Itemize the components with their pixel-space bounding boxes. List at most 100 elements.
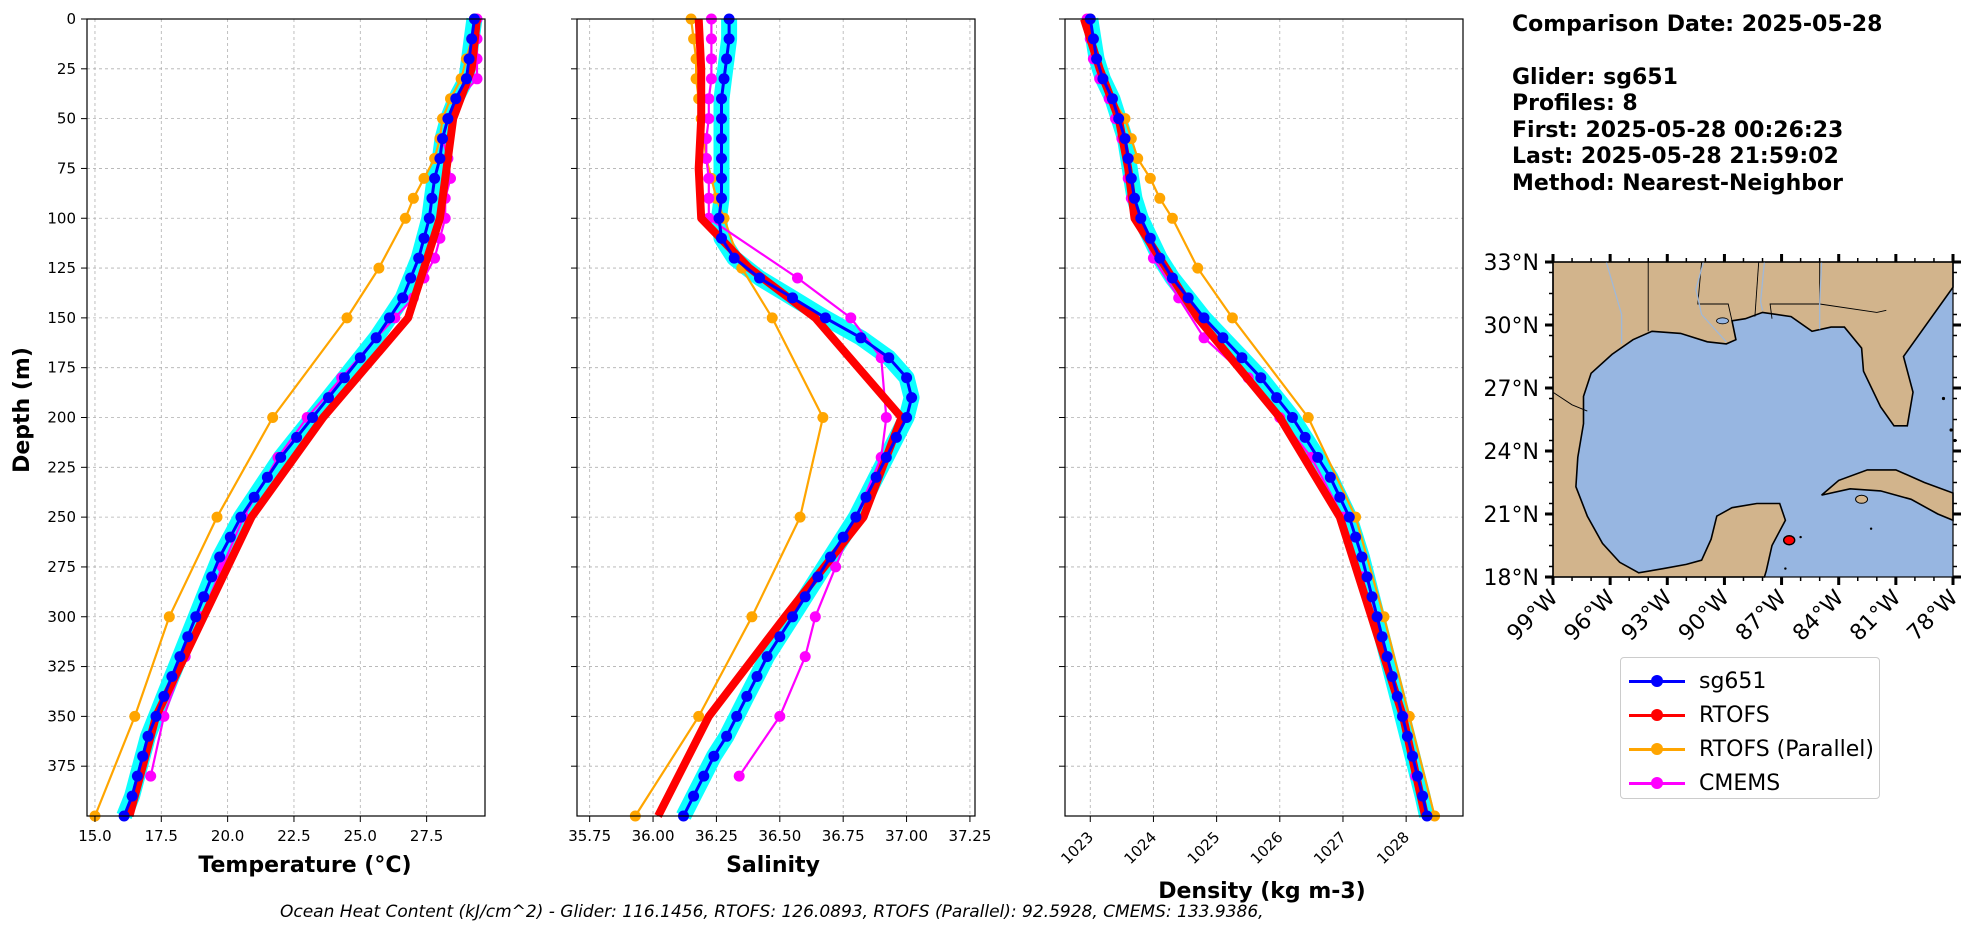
salinity-cmems-point <box>845 312 857 324</box>
salinity-sg651-point <box>880 451 892 463</box>
temperature-sg651-point <box>450 93 462 105</box>
density-sg651-point <box>1407 750 1418 762</box>
density-sg651-point <box>1091 53 1103 65</box>
map-cay <box>1949 428 1953 432</box>
salinity-sg651-point <box>850 511 862 523</box>
temperature-sg651-point <box>370 332 382 344</box>
profile-count: Profiles: 8 <box>1512 91 1638 116</box>
density-xtick-label: 1023 <box>1057 828 1097 868</box>
map-cay <box>1784 567 1787 570</box>
salinity-sg651-point <box>716 192 727 204</box>
salinity-sg651-point <box>819 312 831 324</box>
density-sg651-point <box>1271 392 1283 404</box>
temperature-xtick-label: 25.0 <box>344 827 377 845</box>
temperature-sg651-point <box>235 511 247 523</box>
salinity-xtick-label: 37.25 <box>948 827 991 845</box>
salinity-sg651-point <box>901 412 913 423</box>
salinity-cmems-point <box>774 710 786 722</box>
salinity-sg651-point <box>825 551 836 563</box>
depth-tick-label: 225 <box>47 458 76 476</box>
temperature-rtofs-parallel-point <box>341 312 353 324</box>
legend: sg651 RTOFS RTOFS (Parallel) CMEMS <box>1620 657 1880 799</box>
map-island <box>1855 494 1869 504</box>
map-river <box>1605 261 1623 344</box>
legend-swatch <box>1629 705 1685 725</box>
density-sg651-point <box>1396 710 1408 722</box>
temperature-sg651-point <box>190 611 202 623</box>
legend-label: RTOFS <box>1699 702 1770 728</box>
temperature-sg651-point <box>224 531 236 543</box>
temperature-sg651-point <box>142 730 154 742</box>
map-lat-label: 18°N <box>1484 566 1539 591</box>
legend-label: RTOFS (Parallel) <box>1699 736 1874 762</box>
density-sg651-point <box>1236 352 1248 364</box>
salinity-sg651-point <box>698 770 710 782</box>
density-rtofs-parallel-point <box>1226 312 1238 324</box>
density-sg651-point <box>1324 471 1336 483</box>
depth-tick-label: 375 <box>47 757 76 775</box>
salinity-cmems-point <box>733 770 745 782</box>
map-border <box>1552 391 1588 412</box>
legend-item-sg651: sg651 <box>1621 664 1879 698</box>
density-sg651-point <box>1122 153 1134 164</box>
density-xtick-label: 1024 <box>1121 828 1161 868</box>
temperature-sg651-point <box>413 252 425 264</box>
temperature-sg651-point <box>198 591 210 603</box>
density-rtofs-parallel-point <box>1144 172 1156 184</box>
temperature-sg651-point <box>405 272 417 284</box>
temperature-sg651-point <box>291 431 303 443</box>
depth-tick-label: 350 <box>47 707 76 725</box>
map-river <box>1819 261 1823 330</box>
depth-tick-label: 50 <box>57 110 76 128</box>
salinity-xtick-label: 37.00 <box>885 827 928 845</box>
map-lat-label: 30°N <box>1484 314 1539 339</box>
density-sg651-point <box>1087 33 1099 45</box>
salinity-rtofs-parallel-point <box>693 710 705 722</box>
temperature-sg651-point <box>397 292 409 304</box>
density-sg651-point <box>1299 431 1311 443</box>
density-panel: 1023 1024 1025 1026 1027 1028 <box>1057 13 1464 868</box>
salinity-cmems-point <box>703 192 715 204</box>
depth-tick-label: 125 <box>47 259 76 277</box>
legend-swatch <box>1629 671 1685 691</box>
temperature-axis-label: Temperature (°C) <box>198 853 411 878</box>
temperature-sg651-point <box>418 232 430 244</box>
temperature-sg651-point <box>137 750 149 762</box>
density-rtofs-parallel-point <box>1166 212 1178 224</box>
salinity-sg651-point <box>812 571 824 583</box>
legend-label: sg651 <box>1699 668 1767 694</box>
salinity-sg651-point <box>901 372 913 384</box>
temperature-sg651-point <box>323 392 334 404</box>
density-xtick-label: 1027 <box>1310 828 1350 868</box>
density-sg651-point <box>1366 591 1378 603</box>
salinity-sg651-point <box>787 611 798 623</box>
map-lon-label: 84°W <box>1788 585 1849 646</box>
salinity-sg651-point <box>716 133 727 145</box>
temperature-rtofs-parallel-point <box>211 511 223 523</box>
salinity-cmems-point <box>830 561 842 573</box>
temperature-sg651-point <box>307 412 318 423</box>
map-cay <box>1941 396 1946 401</box>
density-sg651-point <box>1381 651 1393 663</box>
salinity-sg651-point <box>731 710 743 722</box>
temperature-panel: 0 25 50 75 100 125 150 175 200 225 250 275 300 325 350… <box>47 10 486 845</box>
temperature-sg651-point <box>158 690 170 702</box>
temperature-sg651-point <box>166 671 178 682</box>
ohc-caption: Ocean Heat Content (kJ/cm^2) - Glider: 1… <box>280 902 1264 922</box>
density-rtofs-parallel-point <box>1192 262 1204 274</box>
salinity-sg651-point <box>870 471 882 483</box>
salinity-sg651-point <box>708 750 720 762</box>
info-block: Comparison Date: 2025-05-28 Glider: sg65… <box>1512 12 1972 197</box>
density-sg651-point <box>1129 192 1140 204</box>
map-border <box>1697 261 1733 321</box>
salinity-sg651-point <box>754 272 765 284</box>
map-lon-label: 87°W <box>1731 585 1792 646</box>
legend-item-rtofs: RTOFS <box>1621 698 1879 732</box>
temperature-sg651-point <box>384 312 395 324</box>
salinity-cmems-line <box>705 19 888 777</box>
salinity-sg651-point <box>799 591 811 603</box>
map-cay <box>1869 527 1873 530</box>
salinity-sg651-point <box>837 531 849 543</box>
density-sg651-point <box>1312 451 1324 463</box>
legend-swatch-marker <box>1651 709 1663 721</box>
